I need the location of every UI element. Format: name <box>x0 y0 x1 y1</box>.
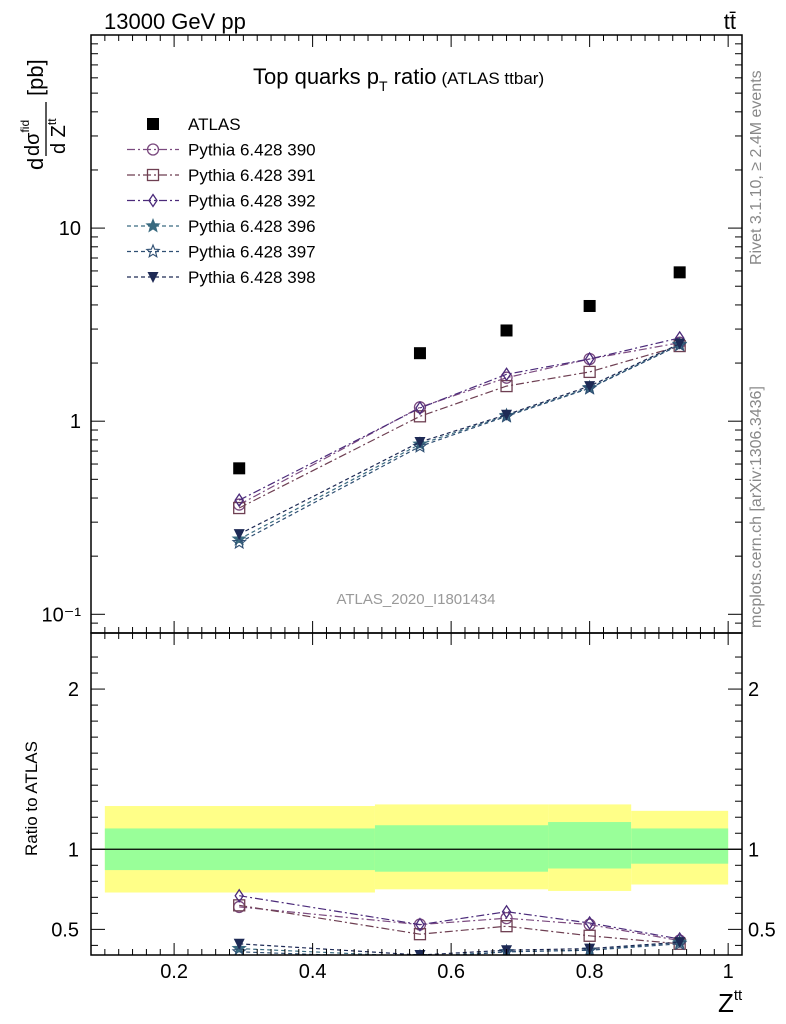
y-axis-label: d dσfid d Ztt [pb] <box>18 59 70 170</box>
legend: ATLAS Pythia 6.428 390 Pythia 6.428 391 Pyt… <box>127 115 316 287</box>
ratio-uncertainty-band <box>91 804 742 893</box>
x-tick-label: 0.2 <box>160 961 188 983</box>
series-line-ratio <box>239 895 680 940</box>
y-tick-label-main: 1 <box>70 411 81 433</box>
legend-label: Pythia 6.428 396 <box>188 217 316 236</box>
data-point-ratio <box>500 920 513 933</box>
data-point-main <box>233 529 245 541</box>
x-tick-label: 1 <box>723 961 734 983</box>
data-point-main <box>584 381 596 393</box>
band-inner-segment <box>374 825 549 872</box>
data-point-main <box>413 347 426 360</box>
data-point-ratio <box>233 899 246 912</box>
data-point-main <box>233 501 246 515</box>
legend-entry: Pythia 6.428 397 <box>127 243 316 262</box>
series-line-ratio <box>239 904 680 945</box>
data-point-main <box>415 400 425 416</box>
data-point-ratio <box>583 929 596 942</box>
ratio-panel-frame <box>90 632 743 956</box>
series-line-main <box>238 342 680 506</box>
ratio-panel-series <box>231 888 688 955</box>
series-line-ratio <box>239 906 680 942</box>
data-point-ratio <box>584 915 595 931</box>
legend-label: Pythia 6.428 392 <box>188 192 316 211</box>
data-point-main <box>233 462 246 475</box>
data-point-main <box>674 338 686 350</box>
legend-entry: Pythia 6.428 398 <box>127 268 316 287</box>
svg-text:dσfid: dσfid <box>18 120 44 156</box>
data-point-main <box>414 437 426 449</box>
legend-entry: Pythia 6.428 391 <box>127 166 316 185</box>
legend-entry: ATLAS <box>147 115 241 134</box>
data-point-ratio <box>234 888 244 903</box>
data-point-main <box>500 371 513 384</box>
data-point-ratio <box>414 950 426 955</box>
y-tick-label-main: 10⁻¹ <box>42 604 82 626</box>
y-tick-label-ratio-right: 0.5 <box>748 919 776 941</box>
legend-entry: Pythia 6.428 396 <box>127 217 316 236</box>
svg-text:[pb]: [pb] <box>23 59 48 96</box>
data-point-main <box>231 534 247 550</box>
data-point-ratio <box>415 917 425 932</box>
data-point-ratio <box>501 904 512 919</box>
legend-marker <box>147 272 159 283</box>
legend-label: Pythia 6.428 390 <box>188 141 316 160</box>
axes: 0.2 0.4 0.6 0.8 1 10⁻¹ 1 10 0.5 0.5 1 1 2 2 <box>42 34 776 983</box>
analysis-watermark: ATLAS_2020_I1801434 <box>336 591 495 608</box>
data-point-main <box>583 299 596 312</box>
legend-marker <box>147 118 159 130</box>
header-process: 13000 GeV pp <box>104 9 246 34</box>
y-tick-label-ratio-right: 1 <box>748 839 759 861</box>
data-point-main <box>234 492 244 508</box>
data-point-ratio <box>674 937 686 949</box>
band-inner-segment <box>631 828 729 864</box>
y-tick-label-main: 10 <box>59 218 81 240</box>
data-point-ratio <box>500 912 513 925</box>
y-tick-label-ratio-left: 2 <box>68 679 79 701</box>
data-point-main <box>584 351 595 367</box>
data-point-main <box>413 410 427 423</box>
legend-entry: Pythia 6.428 390 <box>127 141 316 160</box>
svg-text:d Ztt: d Ztt <box>45 118 70 154</box>
x-tick-label: 0.6 <box>437 961 465 983</box>
header-channel: tt̄ <box>724 9 736 34</box>
legend-marker <box>148 193 158 208</box>
legend-marker <box>145 217 161 233</box>
data-point-main <box>500 324 513 337</box>
y-tick-label-ratio-left: 0.5 <box>51 919 79 941</box>
series-line-main <box>238 343 680 540</box>
y-tick-label-ratio-right: 2 <box>748 679 759 701</box>
data-point-main <box>673 266 686 279</box>
x-axis-label: Ztt <box>718 987 743 1018</box>
legend-marker <box>146 143 160 156</box>
plot-title: Top quarks pT ratio (ATLAS ttbar) <box>253 64 544 94</box>
legend-entry: Pythia 6.428 392 <box>127 192 316 211</box>
data-point-ratio <box>233 938 245 950</box>
data-point-main <box>583 365 596 379</box>
legend-marker <box>146 168 160 182</box>
main-panel-series <box>231 266 688 550</box>
x-tick-label: 0.8 <box>576 961 604 983</box>
data-point-ratio <box>413 928 427 941</box>
x-tick-label: 0.4 <box>299 961 327 983</box>
y-tick-label-ratio-left: 1 <box>68 839 79 861</box>
svg-text:d: d <box>23 158 48 170</box>
rivet-version-text: Rivet 3.1.10, ≥ 2.4M events <box>748 70 765 265</box>
data-point-main <box>501 409 513 421</box>
legend-label: ATLAS <box>188 115 241 134</box>
legend-label: Pythia 6.428 398 <box>188 268 316 287</box>
band-inner-segment <box>548 822 632 869</box>
data-point-main <box>501 367 512 382</box>
legend-label: Pythia 6.428 391 <box>188 166 316 185</box>
ratio-axis-label: Ratio to ATLAS <box>22 741 41 856</box>
legend-marker <box>145 243 161 258</box>
legend-label: Pythia 6.428 397 <box>188 243 316 262</box>
series-line-main <box>238 345 680 509</box>
series-line-main <box>238 337 680 501</box>
mcplots-reference-text: mcplots.cern.ch [arXiv:1306.3436] <box>748 386 765 628</box>
series-line-main <box>238 343 680 535</box>
